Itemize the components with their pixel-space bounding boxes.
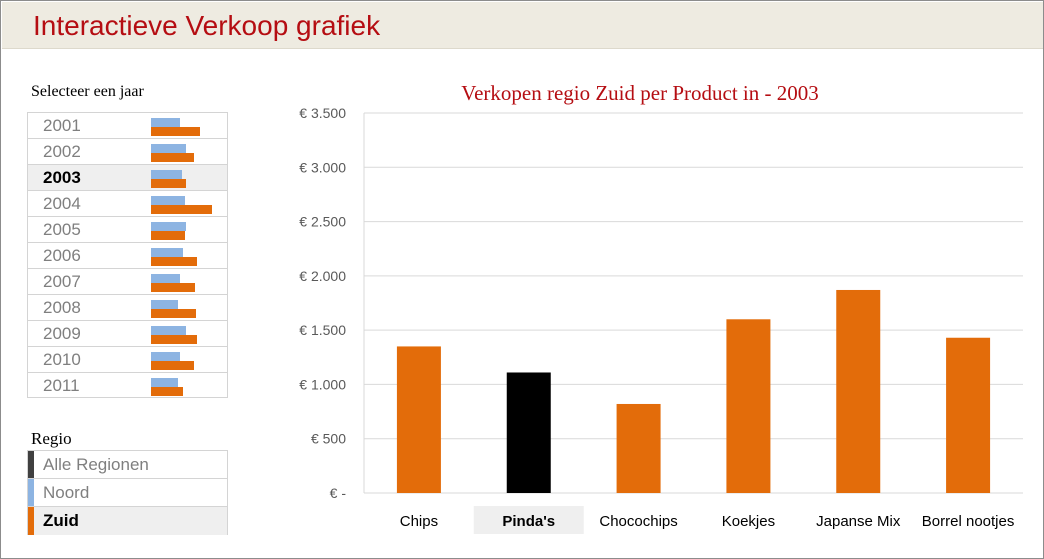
year-item-2008[interactable]: 2008 bbox=[28, 295, 227, 321]
y-tick-label: € 2.000 bbox=[299, 268, 346, 284]
zuid-sparkbar bbox=[151, 283, 195, 292]
region-list: Alle Regionen Noord Zuid bbox=[27, 450, 228, 535]
year-item-2011[interactable]: 2011 bbox=[28, 373, 227, 399]
noord-sparkbar bbox=[151, 300, 178, 309]
year-item-2009[interactable]: 2009 bbox=[28, 321, 227, 347]
year-label: 2008 bbox=[43, 298, 81, 317]
category-highlight bbox=[473, 506, 584, 534]
zuid-sparkbar bbox=[151, 153, 194, 162]
y-tick-label: € 1.000 bbox=[299, 376, 346, 392]
noord-sparkbar bbox=[151, 118, 180, 127]
y-tick-label: € 500 bbox=[311, 431, 346, 447]
y-tick-label: € 2.500 bbox=[299, 214, 346, 230]
x-tick-label: Japanse Mix bbox=[816, 513, 901, 530]
year-list: 2001 2002 2003 2004 2005 2006 2007 2008 2009 2010… bbox=[27, 112, 228, 398]
sales-chart: Verkopen regio Zuid per Product in - 200… bbox=[271, 71, 1041, 541]
noord-sparkbar bbox=[151, 170, 182, 179]
zuid-sparkbar bbox=[151, 335, 197, 344]
year-label: 2009 bbox=[43, 324, 81, 343]
region-selector-label: Regio bbox=[31, 429, 72, 448]
region-color-swatch bbox=[28, 451, 34, 478]
region-label: Noord bbox=[43, 483, 90, 502]
noord-sparkbar bbox=[151, 352, 180, 361]
region-color-swatch bbox=[28, 507, 34, 535]
zuid-sparkbar bbox=[151, 309, 196, 318]
y-tick-label: € 3.000 bbox=[299, 159, 346, 175]
bar-borrel-nootjes bbox=[946, 337, 991, 493]
year-item-2004[interactable]: 2004 bbox=[28, 191, 227, 217]
year-label: 2004 bbox=[43, 194, 81, 213]
x-tick-label: Pinda's bbox=[502, 513, 555, 530]
zuid-sparkbar bbox=[151, 361, 194, 370]
year-label: 2002 bbox=[43, 142, 81, 161]
y-tick-label: € - bbox=[330, 485, 347, 501]
year-label: 2011 bbox=[43, 376, 80, 395]
noord-sparkbar bbox=[151, 248, 183, 257]
year-label: 2006 bbox=[43, 246, 81, 265]
y-tick-label: € 3.500 bbox=[299, 105, 346, 121]
x-tick-label: Borrel nootjes bbox=[922, 513, 1015, 530]
title-bar: Interactieve Verkoop grafiek bbox=[2, 2, 1043, 49]
region-item-noord[interactable]: Noord bbox=[28, 479, 227, 507]
year-item-2002[interactable]: 2002 bbox=[28, 139, 227, 165]
x-tick-label: Koekjes bbox=[722, 513, 775, 530]
noord-sparkbar bbox=[151, 378, 178, 387]
noord-sparkbar bbox=[151, 222, 186, 231]
year-item-2007[interactable]: 2007 bbox=[28, 269, 227, 295]
year-label: 2001 bbox=[43, 116, 81, 135]
noord-sparkbar bbox=[151, 196, 185, 205]
zuid-sparkbar bbox=[151, 387, 183, 396]
year-label: 2005 bbox=[43, 220, 81, 239]
y-tick-label: € 1.500 bbox=[299, 322, 346, 338]
zuid-sparkbar bbox=[151, 127, 200, 136]
region-item-alle-regionen[interactable]: Alle Regionen bbox=[28, 451, 227, 479]
noord-sparkbar bbox=[151, 326, 186, 335]
zuid-sparkbar bbox=[151, 231, 185, 240]
year-item-2006[interactable]: 2006 bbox=[28, 243, 227, 269]
bar-koekjes bbox=[726, 319, 771, 493]
bar-chips bbox=[396, 346, 441, 493]
x-tick-label: Chocochips bbox=[599, 513, 677, 530]
noord-sparkbar bbox=[151, 274, 180, 283]
year-label: 2007 bbox=[43, 272, 81, 291]
bar-japanse-mix bbox=[836, 289, 881, 493]
year-item-2003[interactable]: 2003 bbox=[28, 165, 227, 191]
region-label: Alle Regionen bbox=[43, 455, 149, 474]
year-label: 2003 bbox=[43, 168, 81, 187]
year-selector-label: Selecteer een jaar bbox=[31, 83, 144, 100]
chart-canvas: € - € 500 € 1.000 € 1.500 € 2.000 € 2.500 € 3.… bbox=[299, 105, 1023, 534]
zuid-sparkbar bbox=[151, 257, 197, 266]
bar-pinda-s bbox=[506, 372, 551, 493]
year-item-2001[interactable]: 2001 bbox=[28, 113, 227, 139]
bar-chocochips bbox=[616, 403, 661, 493]
region-label: Zuid bbox=[43, 511, 79, 530]
chart-title: Verkopen regio Zuid per Product in - 200… bbox=[461, 81, 819, 105]
region-color-swatch bbox=[28, 479, 34, 506]
zuid-sparkbar bbox=[151, 179, 186, 188]
region-item-zuid[interactable]: Zuid bbox=[28, 507, 227, 535]
year-item-2010[interactable]: 2010 bbox=[28, 347, 227, 373]
zuid-sparkbar bbox=[151, 205, 212, 214]
year-label: 2010 bbox=[43, 350, 81, 369]
x-tick-label: Chips bbox=[400, 513, 438, 530]
page-title: Interactieve Verkoop grafiek bbox=[33, 10, 381, 41]
year-item-2005[interactable]: 2005 bbox=[28, 217, 227, 243]
noord-sparkbar bbox=[151, 144, 186, 153]
